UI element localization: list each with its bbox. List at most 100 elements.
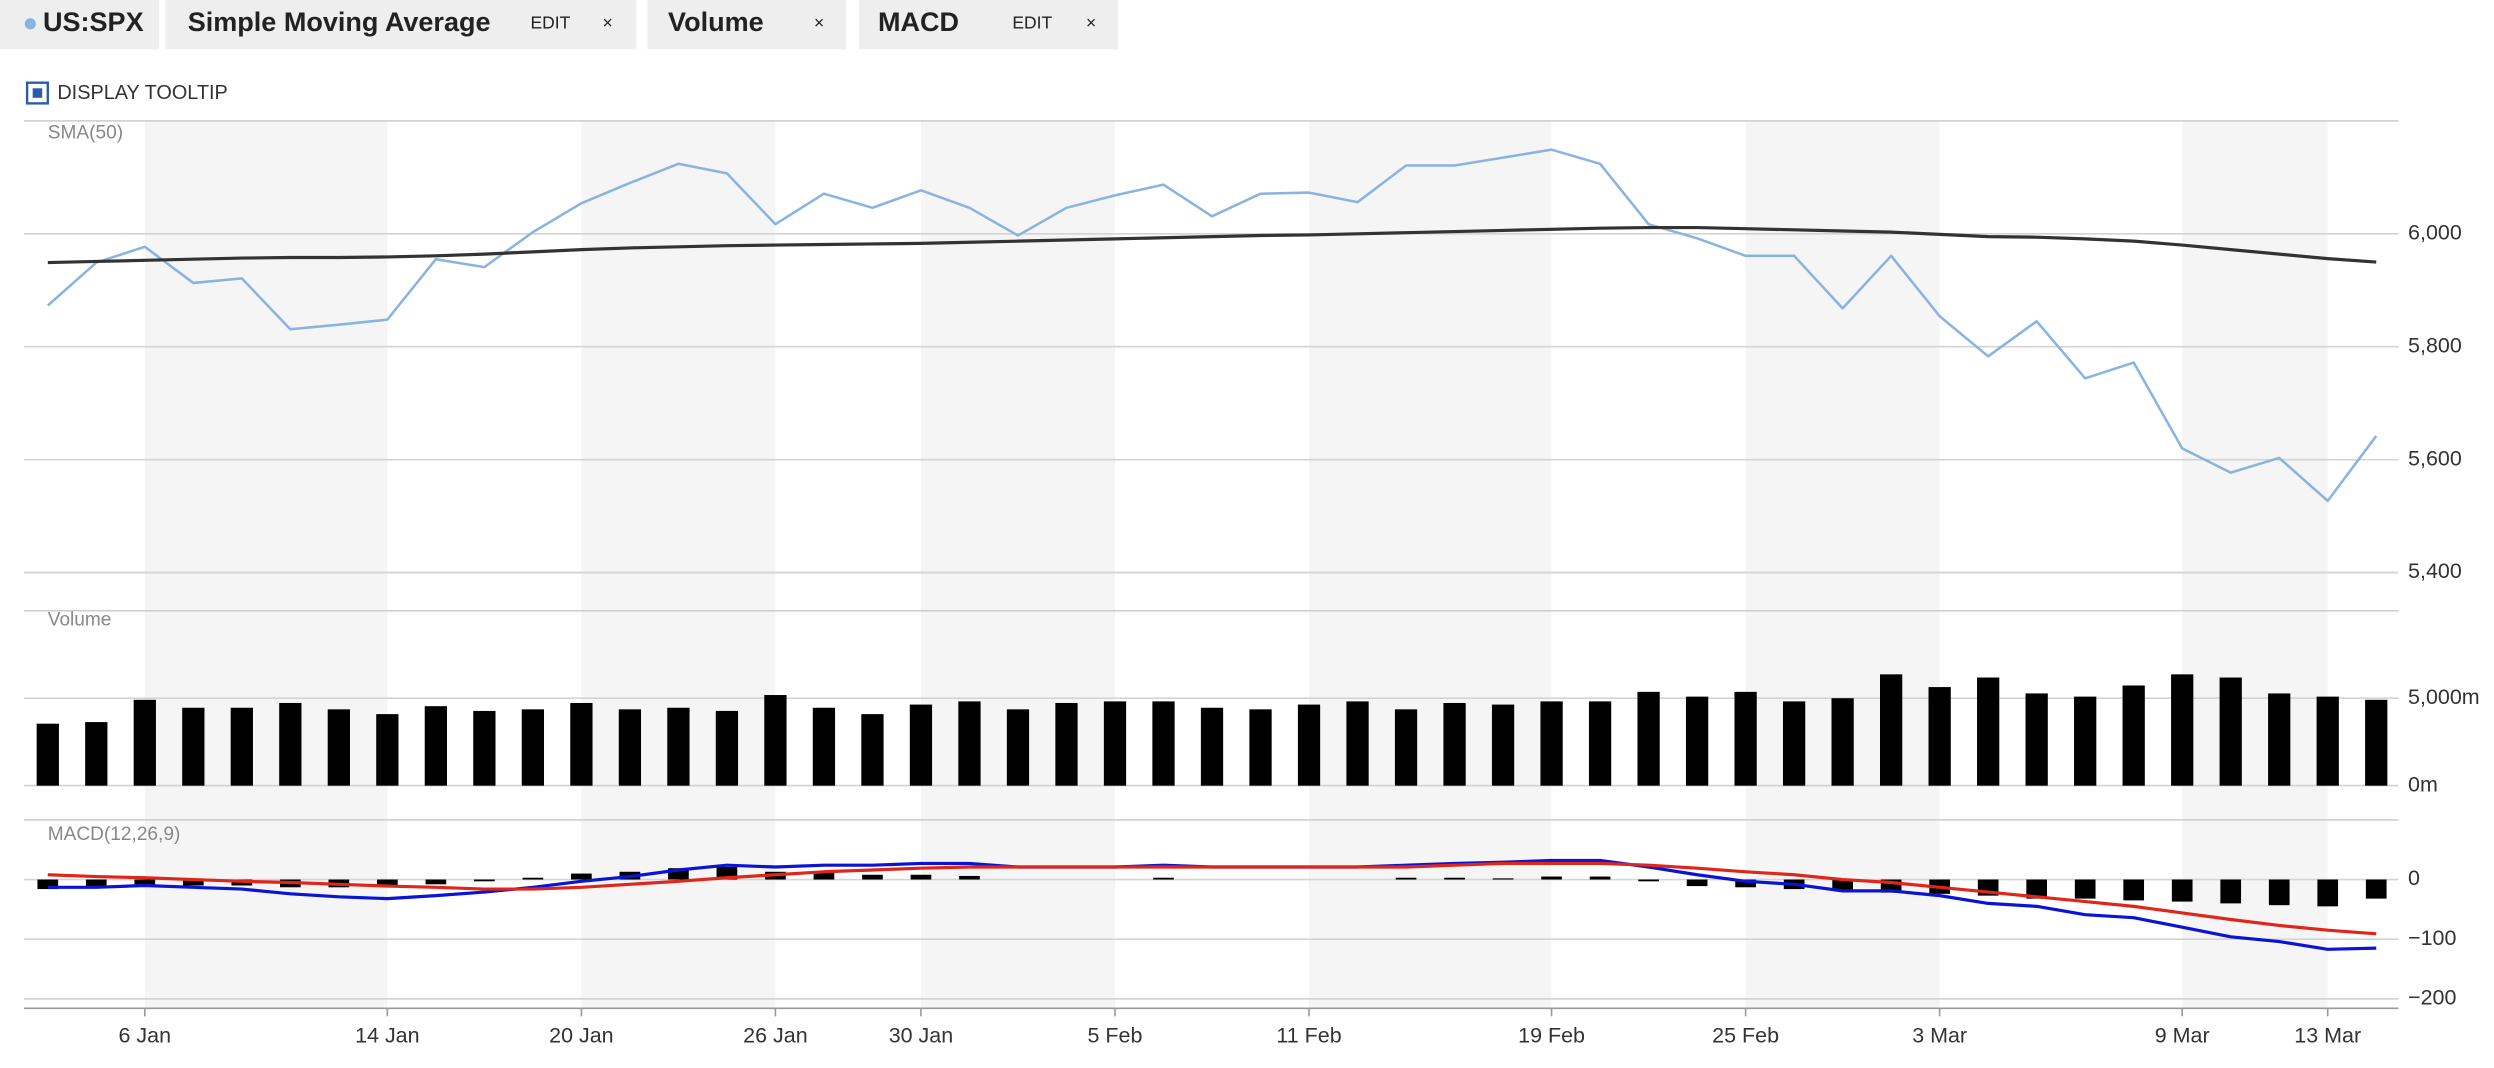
bar [230,707,253,786]
series-line [47,861,2377,936]
bar [2025,693,2048,786]
panel-label: MACD(12,26,9) [48,824,181,845]
series-line [47,225,2377,265]
bar [1832,879,1853,891]
y-tick-label: 0 [2408,866,2420,890]
bar [1637,691,1660,786]
panel-label: SMA(50) [48,123,123,144]
bar [2268,879,2290,906]
x-tick-label: 5 Feb [1088,1024,1143,1048]
week-band [2182,120,2328,1009]
bar [1055,702,1078,786]
bar [1782,701,1806,786]
bar [279,702,302,786]
bar [2171,879,2193,902]
bar [1006,709,1030,786]
x-tick-label: 11 Feb [1276,1024,1341,1048]
bar [182,879,204,886]
bar [2268,693,2291,786]
bar [85,722,108,786]
bar [2074,879,2096,899]
close-button[interactable]: × [814,12,824,32]
bar [134,879,156,886]
bar [2123,879,2145,901]
week-band [920,120,1115,1009]
x-tick-label: 3 Mar [1912,1024,1967,1048]
x-tick-label: 26 Jan [743,1024,807,1048]
bar [1686,879,1708,887]
close-button[interactable]: × [603,12,613,32]
bar [2316,696,2339,786]
bar [1588,701,1612,786]
bar [2074,696,2097,786]
bar [2171,674,2194,786]
bar [522,877,544,880]
y-tick-label: 5,800 [2408,333,2462,357]
bar [1153,877,1174,880]
bar [473,710,496,786]
bar [474,879,495,882]
tab[interactable] [858,0,1119,50]
bar [862,874,883,880]
bar [812,707,836,786]
bar [133,699,156,786]
bar [182,707,205,786]
bar [1977,677,2000,786]
tab-label[interactable]: Volume [668,7,764,37]
bar [1831,698,1854,786]
bar [1540,701,1563,786]
series-dot [24,18,36,30]
tooltip-toggle[interactable]: DISPLAY TOOLTIP [57,82,227,104]
y-tick-label: 0m [2408,772,2438,796]
x-tick-label: 14 Jan [355,1024,419,1048]
bar [1152,701,1175,786]
bar [376,714,399,786]
week-band [144,120,388,1009]
bar [1735,879,1756,888]
week-band [581,120,776,1009]
edit-button[interactable]: EDIT [530,12,570,32]
bar [327,709,350,786]
tab-label[interactable]: US:SPX [43,7,144,37]
bar [1638,879,1659,882]
bar [1928,687,1951,786]
week-band [1309,120,1552,1009]
tab[interactable] [647,0,847,50]
bar [1491,704,1515,786]
bar [1249,709,1272,786]
bar [667,707,690,786]
bar [2219,677,2242,786]
bar [764,695,787,786]
series-line [47,858,2377,951]
x-tick-label: 6 Jan [119,1024,172,1048]
bar [910,874,932,880]
bar [1685,696,1709,786]
bar [2317,879,2339,907]
tab[interactable] [165,0,637,50]
bar [668,868,689,880]
bar [1297,704,1321,786]
x-tick-label: 30 Jan [889,1024,953,1048]
bar [1541,876,1562,880]
bar [425,879,447,885]
bar [2026,879,2048,899]
bar [1443,702,1466,786]
bar [1200,707,1224,786]
edit-button[interactable]: EDIT [1012,12,1052,32]
bar [1346,701,1369,786]
bar [2220,879,2242,904]
bar [571,873,592,880]
y-tick-label: −200 [2408,985,2456,1009]
checkbox-fill [32,88,43,98]
close-button[interactable]: × [1086,12,1096,32]
tab-label[interactable]: Simple Moving Average [188,7,491,37]
bar [1734,691,1757,786]
y-tick-label: 5,600 [2408,446,2462,470]
y-tick-label: 6,000 [2408,220,2462,244]
bar [1444,877,1465,880]
bar [1492,878,1514,880]
bar [570,702,593,786]
tab-label[interactable]: MACD [878,7,959,37]
x-tick-label: 19 Feb [1518,1024,1585,1048]
